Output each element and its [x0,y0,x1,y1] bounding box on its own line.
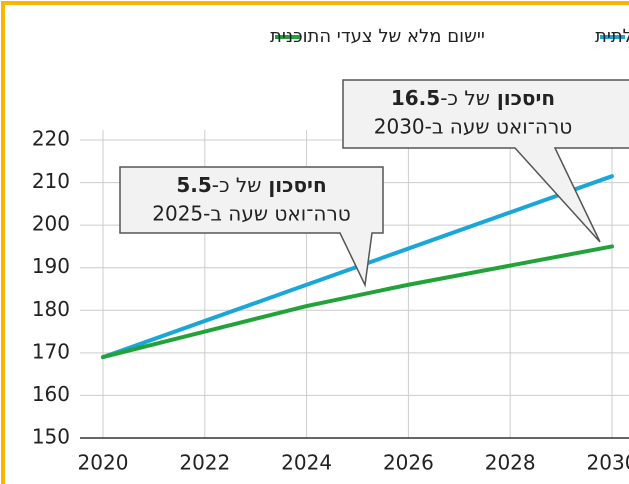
y-tick-label: 200 [32,212,70,236]
legend-label: יישום מלא של צעדי התוכנית [270,26,485,47]
y-tick-label: 220 [32,127,70,151]
x-tick-label: 2022 [179,451,230,475]
annotation-part: של כ- [440,86,490,110]
callout [342,79,629,243]
annotation-line1: חיסכון של כ-16.5 [391,86,555,110]
annotation-part: 5.5 [176,173,211,197]
annotation-part: חיסכון [261,173,326,197]
y-tick-label: 210 [32,169,70,193]
x-tick-label: 2028 [485,451,536,475]
y-tick-label: 170 [32,339,70,363]
annotation-part: חיסכון [490,86,555,110]
x-tick-label: 2020 [78,451,129,475]
annotation-line1: חיסכון של כ-5.5 [176,173,326,197]
annotation-line2: טרה־ואט שעה ב-2030 [374,115,572,139]
annotation-part: 16.5 [391,86,440,110]
legend-label: ללא שינוי בפעילות הממשלתית [595,26,629,47]
x-tick-label: 2026 [383,451,434,475]
annotation-part: של כ- [212,173,262,197]
x-tick-label: 2030 [587,451,629,475]
x-tick-label: 2024 [281,451,332,475]
y-tick-label: 150 [32,425,70,449]
y-tick-label: 160 [32,382,70,406]
series-line [101,244,614,360]
y-tick-label: 190 [32,254,70,278]
annotation-line2: טרה־ואט שעה ב-2025 [152,202,350,226]
callout [119,166,384,288]
y-tick-label: 180 [32,297,70,321]
